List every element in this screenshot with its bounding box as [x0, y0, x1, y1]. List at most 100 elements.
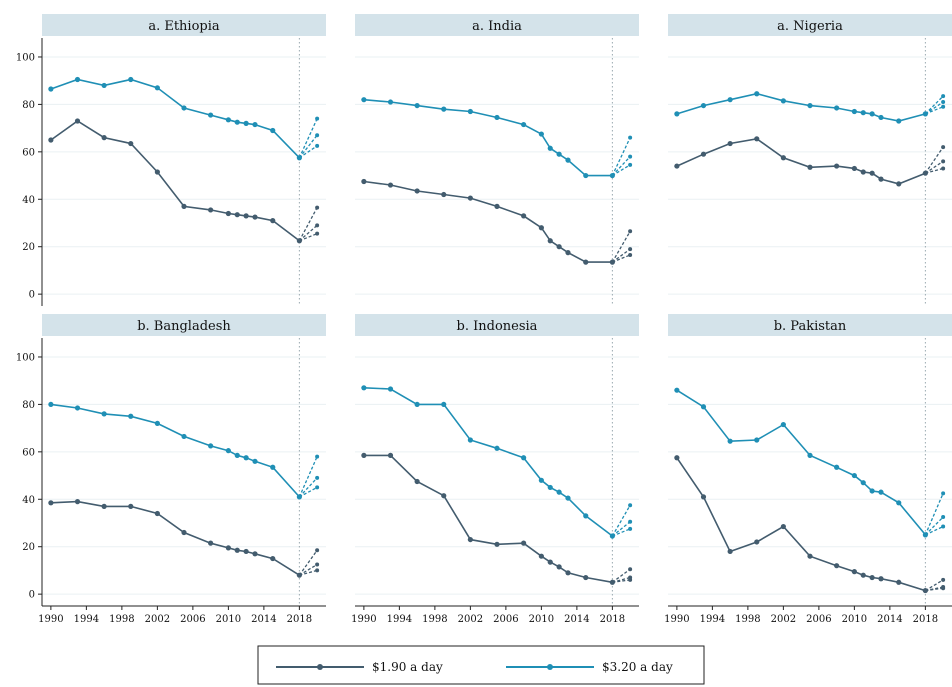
x-tick-label: 1998	[422, 614, 447, 625]
projection-line	[925, 586, 944, 592]
panel-title: b. Indonesia	[457, 319, 538, 334]
panel-strip	[668, 314, 952, 336]
projection-point	[941, 100, 946, 105]
projection-point	[628, 526, 633, 531]
panel-title: a. India	[472, 19, 522, 34]
projection-point	[315, 205, 320, 210]
data-point	[414, 102, 420, 109]
series-190	[361, 178, 633, 265]
data-point	[243, 120, 249, 126]
data-point	[565, 250, 571, 256]
projection-line	[924, 95, 944, 115]
y-tick-label: 20	[22, 242, 35, 253]
projection-point	[315, 116, 320, 121]
data-point	[807, 102, 813, 109]
y-tick-label: 40	[22, 495, 35, 506]
data-point	[48, 401, 54, 408]
x-tick-label: 2002	[771, 614, 796, 625]
data-point	[538, 225, 544, 231]
data-point	[243, 548, 249, 555]
projection-line	[298, 456, 318, 498]
x-tick-label: 2014	[251, 614, 276, 625]
data-point	[521, 455, 527, 461]
data-point	[674, 163, 680, 169]
legend-label-190: $1.90 a day	[372, 660, 443, 674]
x-tick-label: 2002	[458, 614, 483, 625]
x-tick-label: 1998	[109, 614, 134, 625]
data-point	[851, 165, 857, 172]
data-point	[869, 488, 875, 494]
data-point	[851, 569, 857, 575]
projection-point	[941, 94, 946, 99]
projection-line	[925, 525, 944, 536]
x-tick-label: 1990	[664, 614, 689, 625]
data-point	[834, 563, 840, 569]
projection-point	[315, 223, 320, 228]
data-point	[556, 151, 562, 157]
projection-point	[315, 133, 320, 138]
data-point	[547, 238, 553, 244]
data-point	[225, 545, 231, 551]
data-point	[441, 493, 447, 499]
data-point	[674, 111, 680, 117]
data-point	[878, 489, 884, 495]
projection-point	[315, 568, 320, 573]
panel-title: b. Bangladesh	[137, 319, 231, 334]
panel-5: b. Pakistan 1990 1994 1998 2002 2006 2010 2014 2…	[664, 314, 952, 625]
y-tick-label: 40	[22, 195, 35, 206]
data-point	[128, 76, 134, 83]
data-point	[74, 499, 81, 505]
projection-point	[315, 562, 320, 567]
series-line	[676, 457, 926, 592]
series-line	[50, 78, 300, 159]
panel-strip	[42, 14, 326, 36]
projection-line	[924, 146, 944, 174]
panel-strip	[355, 14, 639, 36]
projection-point	[628, 577, 633, 582]
x-tick-label: 2018	[913, 614, 938, 625]
x-tick-label: 2002	[145, 614, 170, 625]
projection-line	[611, 230, 631, 263]
data-point	[583, 172, 589, 179]
series-320	[674, 387, 946, 538]
legend-label-320: $3.20 a day	[602, 660, 673, 674]
data-point	[860, 572, 866, 578]
data-point	[860, 110, 866, 116]
projection-point	[941, 515, 946, 520]
projection-point	[941, 166, 946, 171]
data-point	[780, 421, 786, 428]
projection-line	[612, 164, 631, 177]
data-point	[869, 111, 875, 117]
data-point	[727, 548, 733, 555]
projection-point	[628, 135, 633, 140]
data-point	[252, 214, 258, 220]
projection-point	[941, 104, 946, 109]
panel-title: b. Pakistan	[774, 319, 847, 334]
panel-4: b. Indonesia 1990 1994 1998 2002 2006 2010 2014…	[351, 314, 639, 625]
data-point	[674, 387, 680, 393]
x-tick-label: 2014	[877, 614, 902, 625]
x-tick-label: 2006	[806, 614, 831, 625]
data-point	[208, 112, 214, 118]
data-point	[270, 218, 276, 224]
data-point	[878, 176, 884, 182]
data-point	[225, 117, 231, 123]
projection-line	[298, 477, 318, 498]
legend-item-190: $1.90 a day	[276, 660, 443, 674]
series-line	[50, 500, 300, 576]
data-point	[727, 438, 733, 444]
data-point	[700, 102, 707, 109]
data-point	[547, 484, 553, 491]
series-320	[48, 401, 320, 500]
data-point	[361, 385, 367, 391]
projection-line	[298, 118, 318, 159]
projection-line	[925, 587, 944, 592]
projection-line	[925, 106, 944, 115]
series-320	[361, 385, 633, 539]
data-point	[208, 540, 214, 546]
projection-line	[925, 160, 944, 174]
series-line	[50, 120, 300, 242]
data-point	[538, 553, 544, 559]
projection-point	[941, 159, 946, 164]
